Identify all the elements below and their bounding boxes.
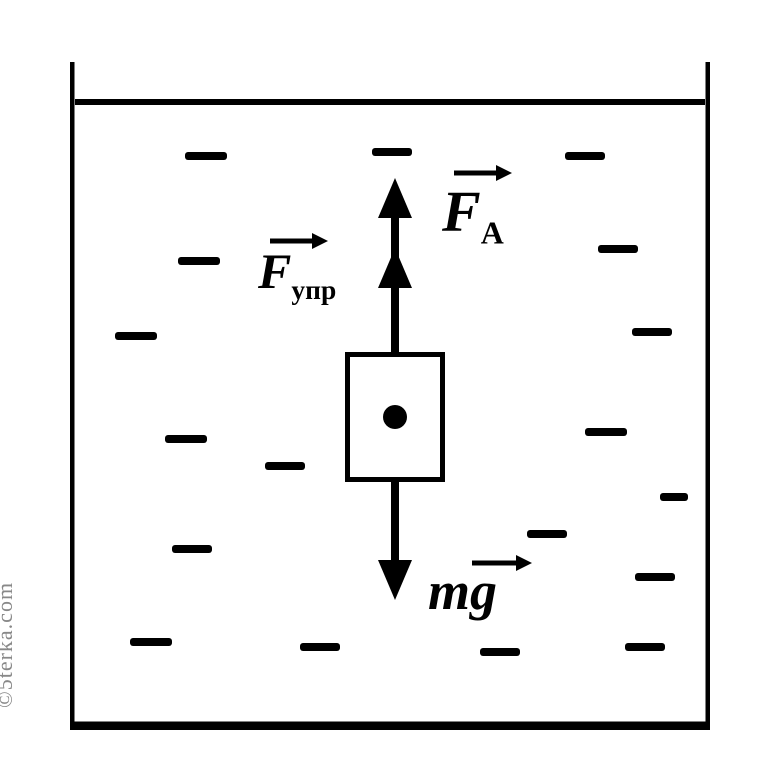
water-dash <box>165 435 207 443</box>
water-dash <box>635 573 675 581</box>
fupr-main: F <box>258 243 291 299</box>
body-center-dot <box>383 405 407 429</box>
water-dash <box>300 643 340 651</box>
water-dash <box>185 152 227 160</box>
water-dash <box>585 428 627 436</box>
force-label-fupr: Fупр <box>258 242 336 306</box>
physics-diagram: FA Fупр mg <box>70 30 710 730</box>
fa-sub: A <box>481 216 504 251</box>
water-dash <box>480 648 520 656</box>
water-dash <box>660 493 688 501</box>
water-dash <box>598 245 638 253</box>
water-dash <box>115 332 157 340</box>
fupr-sub: упр <box>291 274 336 305</box>
water-dash <box>265 462 305 470</box>
force-label-fa: FA <box>442 178 504 252</box>
vector-arrow-fa <box>452 160 512 182</box>
water-dash <box>372 148 412 156</box>
vector-arrow-fupr <box>268 228 328 250</box>
water-dash <box>178 257 220 265</box>
water-dash <box>130 638 172 646</box>
water-dash <box>172 545 212 553</box>
water-dash <box>632 328 672 336</box>
vector-arrow-mg <box>470 550 532 572</box>
water-dash <box>565 152 605 160</box>
fa-main: F <box>442 179 481 244</box>
force-label-mg: mg <box>428 560 497 622</box>
water-dash <box>527 530 567 538</box>
water-dash <box>625 643 665 651</box>
watermark-text: ©5terka.com <box>0 582 18 708</box>
